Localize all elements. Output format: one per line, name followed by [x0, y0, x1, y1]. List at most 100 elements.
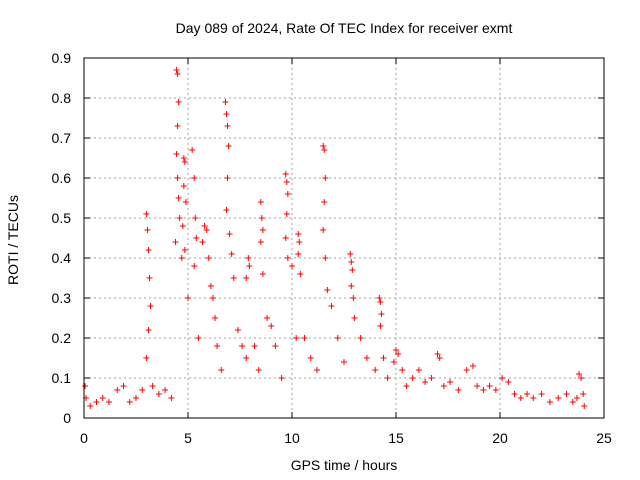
x-tick-label: 0: [80, 430, 88, 446]
data-point: [168, 395, 175, 401]
data-point: [372, 367, 379, 373]
data-points: [82, 67, 588, 409]
data-point: [203, 227, 210, 233]
data-point: [223, 111, 230, 117]
data-point: [259, 271, 266, 277]
data-point: [133, 395, 139, 401]
data-point: [222, 99, 229, 105]
data-point: [295, 251, 302, 257]
data-point: [178, 255, 185, 261]
data-point: [380, 355, 387, 361]
data-point: [258, 215, 265, 221]
data-point: [126, 399, 133, 405]
data-point: [225, 143, 232, 149]
data-point: [180, 155, 187, 161]
data-point: [573, 395, 580, 401]
y-axis-label: ROTI / TECUs: [5, 195, 21, 285]
data-point: [147, 303, 154, 309]
data-point: [415, 367, 422, 373]
data-point: [174, 123, 181, 129]
data-point: [199, 239, 206, 245]
data-point: [348, 259, 355, 265]
y-tick-label: 0.8: [52, 90, 72, 106]
grid-lines: [84, 58, 604, 418]
data-point: [243, 275, 250, 281]
data-point: [234, 327, 241, 333]
data-point: [436, 355, 443, 361]
data-point: [173, 67, 180, 73]
data-point: [377, 323, 384, 329]
data-point: [395, 351, 402, 357]
data-point: [195, 335, 202, 341]
data-point: [517, 395, 524, 401]
data-point: [243, 355, 250, 361]
data-point: [239, 343, 246, 349]
data-point: [192, 215, 199, 221]
data-point: [93, 399, 100, 405]
data-point: [351, 315, 358, 321]
data-point: [320, 227, 327, 233]
data-point: [322, 175, 329, 181]
data-point: [181, 247, 188, 253]
y-tick-label: 0.1: [52, 370, 72, 386]
data-point: [469, 363, 476, 369]
data-point: [301, 335, 308, 341]
y-tick-label: 0.9: [52, 50, 72, 66]
y-ticks: 0 0.1 0.2 0.3 0.4 0.5 0.6 0.7 0.8 0.9: [52, 50, 604, 426]
data-point: [569, 399, 576, 405]
data-point: [499, 375, 506, 381]
data-point: [175, 195, 182, 201]
data-point: [455, 387, 462, 393]
data-point: [179, 223, 186, 229]
data-point: [120, 383, 127, 389]
data-point: [409, 375, 416, 381]
data-point: [378, 311, 385, 317]
data-point: [176, 215, 183, 221]
data-point: [212, 315, 219, 321]
data-point: [578, 375, 585, 381]
data-point: [440, 383, 447, 389]
x-tick-label: 5: [184, 430, 192, 446]
data-point: [341, 359, 347, 365]
data-point: [293, 335, 300, 341]
data-point: [162, 387, 169, 393]
data-point: [172, 239, 179, 245]
data-point: [580, 391, 587, 397]
data-point: [284, 255, 291, 261]
y-tick-label: 0.4: [52, 250, 72, 266]
data-point: [105, 399, 112, 405]
data-point: [581, 403, 588, 409]
data-point: [334, 335, 341, 341]
data-point: [297, 271, 304, 277]
x-tick-label: 25: [596, 430, 612, 446]
data-point: [278, 375, 285, 381]
data-point: [428, 375, 435, 381]
data-point: [357, 335, 364, 341]
data-point: [257, 239, 264, 245]
data-point: [321, 199, 328, 205]
data-point: [145, 327, 152, 333]
data-point: [144, 227, 151, 233]
x-tick-label: 20: [492, 430, 508, 446]
data-point: [251, 343, 258, 349]
data-point: [226, 231, 233, 237]
data-point: [384, 375, 391, 381]
data-point: [201, 223, 208, 229]
data-point: [223, 207, 230, 213]
data-point: [399, 367, 406, 373]
y-tick-label: 0.7: [52, 130, 72, 146]
data-point: [403, 383, 410, 389]
data-point: [224, 123, 231, 129]
data-point: [296, 239, 303, 245]
data-point: [228, 251, 235, 257]
data-point: [245, 255, 252, 261]
chart-title: Day 089 of 2024, Rate Of TEC Index for r…: [176, 20, 513, 36]
data-point: [149, 383, 156, 389]
data-point: [180, 183, 187, 189]
data-point: [349, 267, 356, 273]
data-point: [284, 191, 291, 197]
data-point: [246, 263, 253, 269]
data-point: [146, 275, 153, 281]
data-point: [82, 383, 89, 389]
data-point: [189, 147, 196, 153]
